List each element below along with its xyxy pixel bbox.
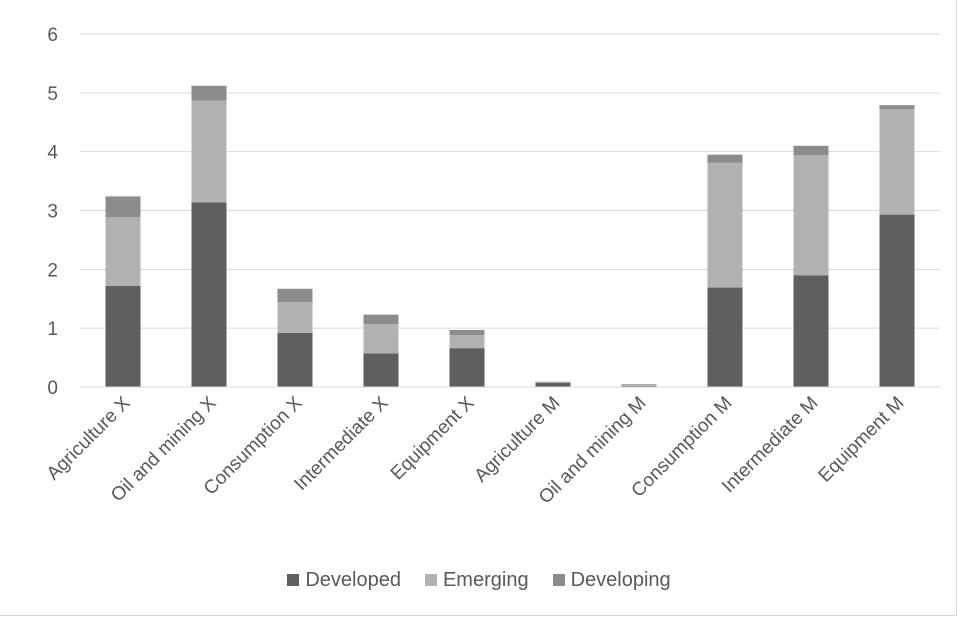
legend-swatch	[424, 574, 437, 586]
bar-segment-developing-6	[621, 384, 657, 385]
bar-segment-developed-8	[793, 275, 829, 387]
bar-segment-developing-9	[879, 105, 915, 110]
x-tick-label: Equipment X	[387, 392, 479, 484]
legend-item-developing: Developing	[552, 568, 671, 592]
bar-segment-developing-7	[707, 154, 743, 163]
y-tick-label: 6	[47, 25, 58, 46]
bar-segment-developed-4	[449, 348, 485, 387]
bar-segment-developing-2	[277, 288, 313, 303]
bar-segment-developed-9	[879, 214, 915, 387]
y-tick-label: 3	[47, 202, 58, 223]
bar-segment-emerging-8	[793, 155, 829, 276]
bar-segment-emerging-2	[277, 302, 313, 333]
bar-segment-developed-5	[535, 382, 571, 387]
legend-label: Developing	[570, 568, 671, 591]
y-tick-label: 5	[47, 84, 58, 105]
bar-segment-emerging-7	[707, 162, 743, 288]
x-tick-label: Agriculture M	[471, 393, 565, 487]
bar-segment-developed-7	[707, 287, 743, 387]
bar-segment-emerging-4	[449, 335, 485, 349]
bar-segment-emerging-9	[879, 109, 915, 215]
bar-segment-emerging-1	[191, 100, 227, 203]
bar-segment-developing-0	[105, 196, 141, 217]
bar-segment-developing-4	[449, 329, 485, 336]
bar-segment-developing-3	[363, 314, 399, 325]
y-tick-label: 0	[47, 378, 58, 399]
bar-segment-developed-1	[191, 202, 227, 387]
bar-segment-emerging-3	[363, 324, 399, 354]
bar-segment-emerging-5	[535, 382, 571, 383]
bar-segment-emerging-6	[621, 384, 657, 386]
bar-segment-developed-3	[363, 353, 399, 387]
bar-segment-developing-1	[191, 85, 227, 101]
legend: Developed Emerging Developing	[0, 568, 958, 592]
legend-label: Emerging	[442, 568, 529, 591]
y-tick-labels: 0 1 2 3 4 5 6	[47, 25, 58, 399]
x-tick-label: Agriculture X	[43, 392, 135, 484]
x-tick-label: Equipment M	[815, 393, 909, 487]
bars	[105, 85, 915, 387]
bar-segment-developed-6	[621, 385, 657, 387]
bar-segment-emerging-0	[105, 216, 141, 286]
bar-segment-developed-2	[277, 332, 313, 387]
legend-label: Developed	[305, 568, 401, 591]
legend-swatch	[552, 574, 565, 586]
y-tick-label: 2	[47, 260, 58, 281]
y-tick-label: 4	[47, 143, 58, 164]
y-tick-label: 1	[47, 319, 58, 340]
legend-item-developed: Developed	[287, 569, 401, 592]
legend-swatch	[287, 574, 300, 586]
bar-segment-developing-5	[535, 381, 571, 383]
legend-item-emerging: Emerging	[424, 568, 529, 592]
bar-segment-developing-8	[793, 145, 829, 156]
bar-segment-developed-0	[105, 285, 141, 387]
